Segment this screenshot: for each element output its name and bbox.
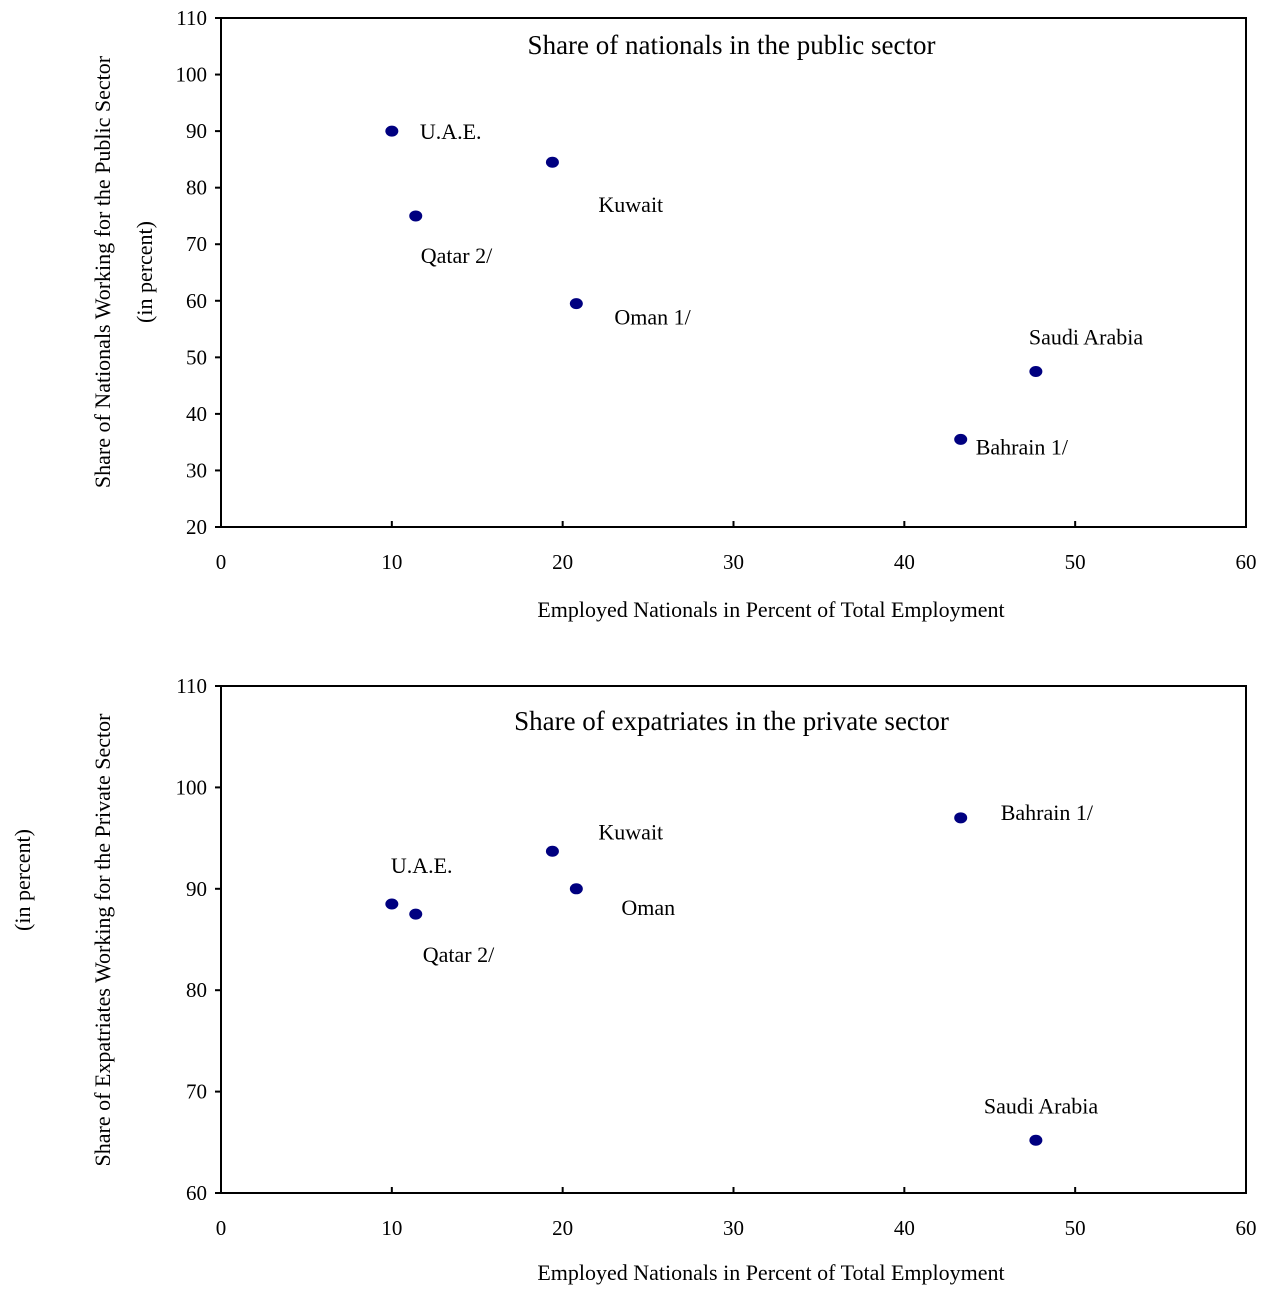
x-tick-label: 60 [1236,1216,1257,1240]
data-label-oman-1: Oman 1/ [614,305,691,330]
y-tick-label: 80 [186,978,207,1002]
y-tick-label: 50 [186,345,207,369]
data-point-kuwait [545,845,559,857]
data-point-u-a-e [385,898,399,910]
public-sector-chart: 20 30 40 50 60 70 80 90 100 110 0 10 20 30 40 50 60 Share… [90,6,1257,622]
data-point-u-a-e [385,125,399,137]
data-point-oman-1 [569,298,583,310]
y-tick-label: 20 [186,515,207,539]
x-tick-label: 50 [1065,1216,1086,1240]
y-axis-label: Share of Expatriates Working for the Pri… [90,713,115,1167]
y-tick-label: 60 [186,1181,207,1205]
x-tick-label: 40 [894,1216,915,1240]
data-label-bahrain-1: Bahrain 1/ [976,434,1069,459]
data-point-bahrain-1 [954,812,968,824]
y-tick-label: 30 [186,458,207,482]
private-sector-chart: 60 70 80 90 100 110 0 10 20 30 40 50 60 Share of expa… [10,674,1257,1285]
x-tick-label: 0 [216,550,227,574]
data-label-bahrain-1: Bahrain 1/ [1001,800,1094,825]
data-point-qatar-2 [409,908,423,920]
data-label-u-a-e: U.A.E. [391,853,453,878]
x-tick-label: 40 [894,550,915,574]
x-tick-label: 50 [1065,550,1086,574]
y-tick-label: 110 [176,6,207,30]
x-tick-label: 30 [723,1216,744,1240]
data-point-saudi-arabia [1029,1134,1043,1146]
x-axis-label: Employed Nationals in Percent of Total E… [537,597,1004,622]
y-axis-sublabel: (in percent) [10,829,35,931]
x-tick-label: 60 [1236,550,1257,574]
y-tick-label: 100 [176,63,208,87]
plot-area-frame [220,17,1247,528]
x-tick-label: 20 [552,550,573,574]
data-label-qatar-2: Qatar 2/ [423,942,495,967]
data-point-kuwait [545,156,559,168]
data-point-oman [569,883,583,895]
y-axis-sublabel: (in percent) [132,221,157,323]
data-label-oman: Oman [621,895,675,920]
chart-title: Share of nationals in the public sector [528,30,936,60]
x-tick-label: 10 [381,550,402,574]
y-tick-label: 80 [186,176,207,200]
x-tick-label: 0 [216,1216,227,1240]
y-tick-label: 60 [186,289,207,313]
y-tick-label: 40 [186,402,207,426]
y-tick-label: 90 [186,877,207,901]
y-tick-label: 70 [186,1080,207,1104]
x-tick-label: 10 [381,1216,402,1240]
data-point-saudi-arabia [1029,365,1043,377]
data-label-kuwait: Kuwait [598,192,663,217]
y-tick-label: 110 [176,674,207,698]
y-tick-label: 100 [176,775,208,799]
y-tick-label: 90 [186,119,207,143]
data-label-kuwait: Kuwait [598,819,663,844]
data-point-bahrain-1 [954,433,968,445]
x-axis-label: Employed Nationals in Percent of Total E… [537,1260,1004,1285]
data-point-qatar-2 [409,210,423,222]
chart-title: Share of expatriates in the private sect… [514,706,949,736]
data-label-u-a-e: U.A.E. [420,119,482,144]
data-label-saudi-arabia: Saudi Arabia [1029,324,1143,349]
y-axis-label: Share of Nationals Working for the Publi… [90,55,115,488]
y-tick-label: 70 [186,232,207,256]
x-tick-label: 30 [723,550,744,574]
data-label-saudi-arabia: Saudi Arabia [984,1093,1098,1118]
data-label-qatar-2: Qatar 2/ [421,243,493,268]
x-tick-label: 20 [552,1216,573,1240]
